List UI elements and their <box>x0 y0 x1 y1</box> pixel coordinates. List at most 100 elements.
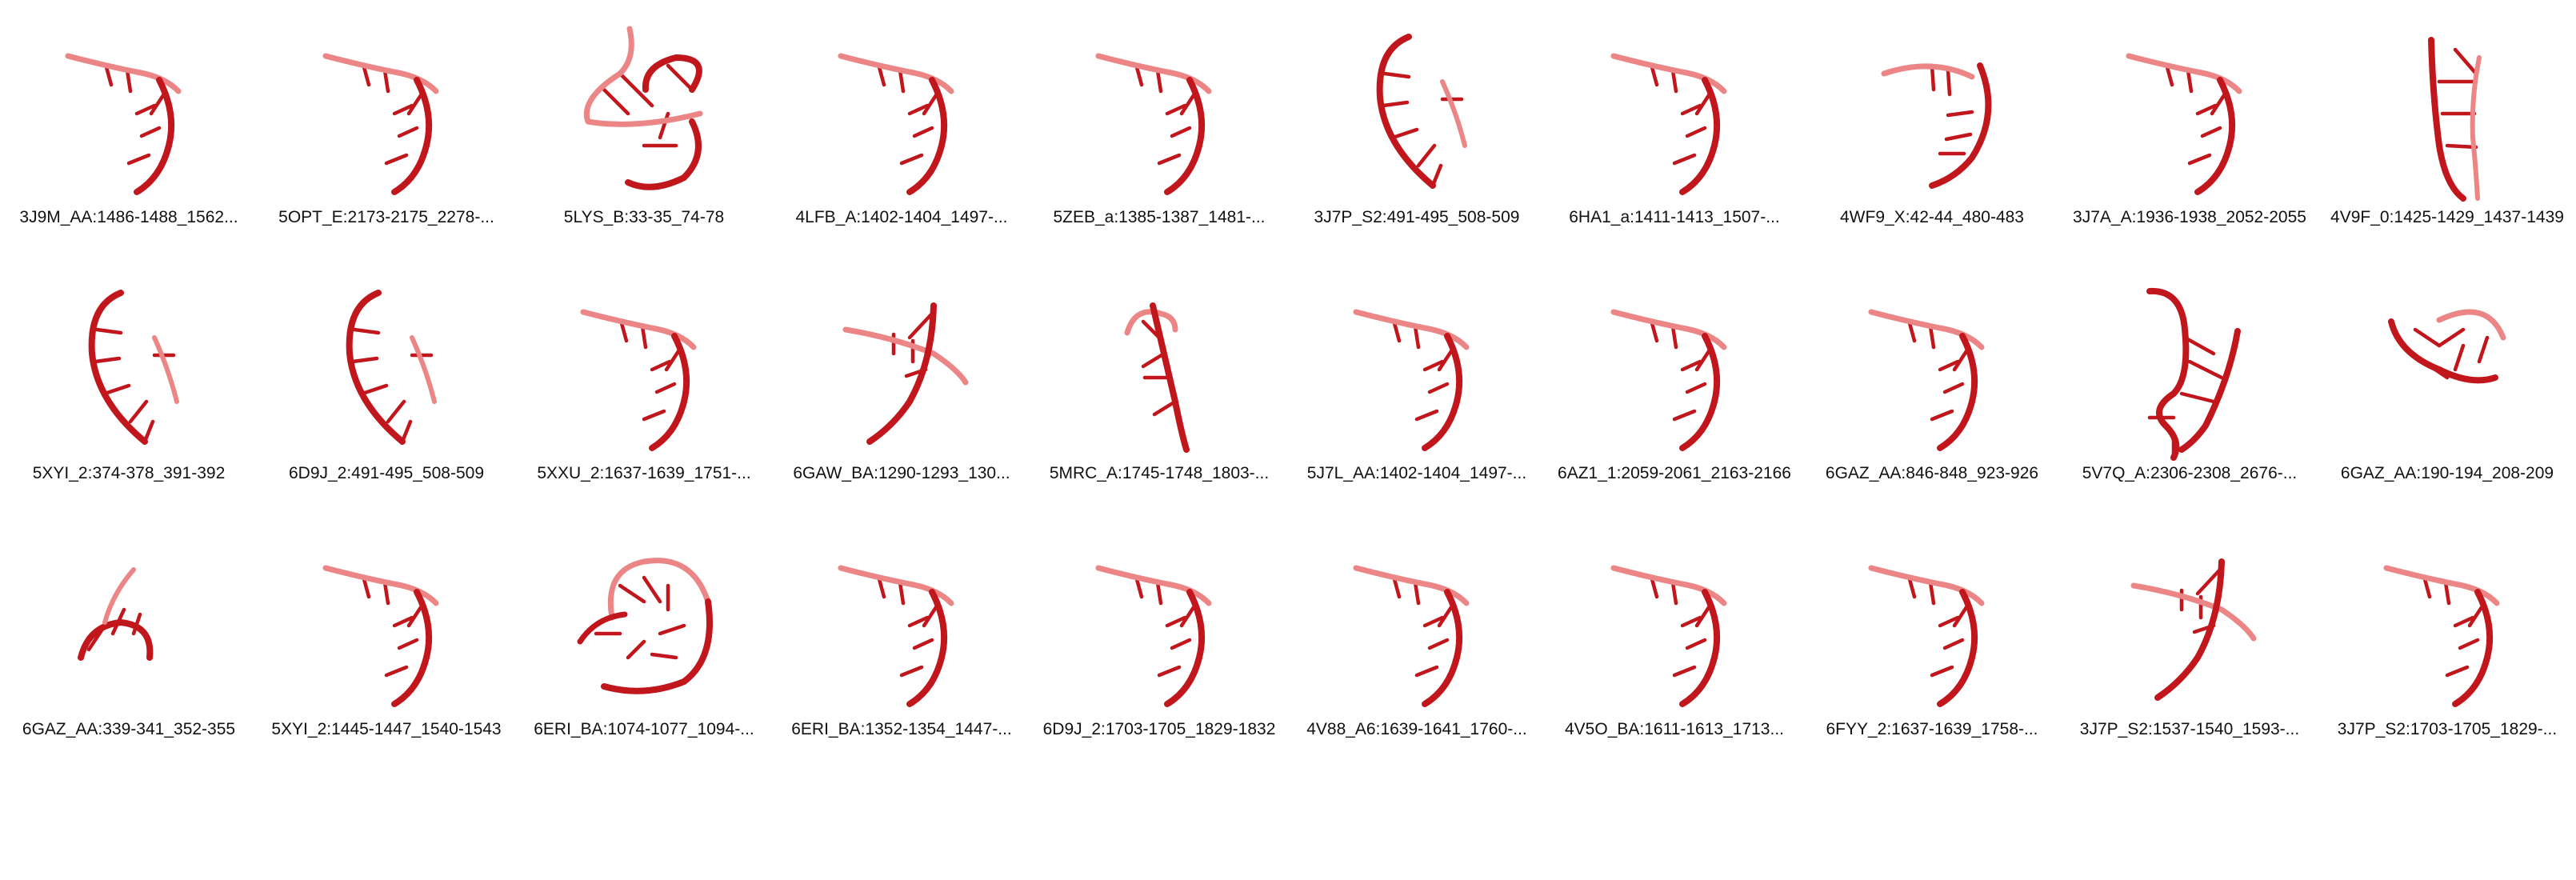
motif-card: 4V9F_0:1425-1429_1437-1439 <box>2318 10 2576 266</box>
rna-motif-3d-structure-icon <box>2383 565 2500 707</box>
backbone-strand <box>2178 328 2241 453</box>
base-pair-stick <box>362 65 371 87</box>
base-pair-stick <box>406 90 425 116</box>
base-pair-stick <box>400 419 413 444</box>
backbone-strand <box>625 118 702 190</box>
base-pair-stick <box>134 103 157 116</box>
backbone-strand <box>1868 309 1985 350</box>
base-pair-stick <box>149 90 167 116</box>
base-pair-stick <box>1170 126 1192 138</box>
base-pair-stick <box>658 623 686 636</box>
motif-label: 4V9F_0:1425-1429_1437-1439 <box>2330 208 2564 226</box>
motif-card: 6D9J_2:1703-1705_1829-1832 <box>1030 522 1288 778</box>
base-pair-stick <box>1694 346 1713 372</box>
backbone-strand <box>78 619 154 661</box>
base-pair-stick <box>2437 327 2466 348</box>
rna-motif-3d-structure-icon <box>838 53 954 195</box>
base-pair-stick <box>1907 577 1917 599</box>
backbone-strand <box>1679 589 1721 707</box>
backbone-strand <box>1881 63 1975 80</box>
motif-label: 6GAZ_AA:190-194_208-209 <box>2340 464 2554 482</box>
rna-motif-3d-structure-icon <box>2130 558 2257 701</box>
rna-motif-3d-structure-icon <box>1095 565 1212 707</box>
base-pair-stick <box>1650 65 1659 87</box>
base-pair-stick <box>664 346 682 372</box>
rna-motif-3d-structure-icon <box>1610 309 1727 451</box>
motif-label: 3J7P_S2:1537-1540_1593-... <box>2079 720 2300 738</box>
rna-motif-3d-structure-icon <box>838 565 954 707</box>
motif-label: 5J7L_AA:1402-1404_1497-... <box>1306 464 1527 482</box>
motif-card: 5XXU_2:1637-1639_1751-... <box>515 266 773 522</box>
backbone-strand <box>2388 318 2498 384</box>
motif-label: 5LYS_B:33-35_74-78 <box>563 208 725 226</box>
base-pair-stick <box>1672 665 1697 678</box>
base-pair-stick <box>1928 324 1936 350</box>
base-pair-stick <box>102 383 131 396</box>
base-pair-stick <box>2186 68 2194 94</box>
base-pair-stick <box>642 409 666 422</box>
backbone-strand <box>2436 309 2506 341</box>
backbone-strand <box>2154 558 2225 701</box>
backbone-strand <box>1376 34 1436 189</box>
base-pair-stick <box>1650 577 1659 599</box>
backbone-strand <box>1150 302 1190 453</box>
base-pair-stick <box>360 383 389 396</box>
base-pair-stick <box>1427 382 1450 394</box>
motif-label: 6HA1_a:1411-1413_1507-... <box>1569 208 1780 226</box>
base-pair-stick <box>1165 615 1187 628</box>
base-pair-stick <box>650 652 678 660</box>
base-pair-stick <box>1155 68 1163 94</box>
base-pair-stick <box>1152 399 1178 417</box>
motif-label: 4V88_A6:1639-1641_1760-... <box>1306 720 1527 738</box>
rna-motif-3d-structure-icon <box>580 309 697 451</box>
motif-label: 3J9M_AA:1486-1488_1562... <box>19 208 238 226</box>
base-pair-stick <box>618 71 654 108</box>
base-pair-stick <box>384 153 409 166</box>
backbone-strand <box>1610 309 1727 350</box>
base-pair-stick <box>1672 153 1697 166</box>
backbone-strand <box>642 54 702 93</box>
base-pair-stick <box>386 399 406 424</box>
rna-motif-3d-structure-icon <box>1353 565 1470 707</box>
rna-motif-3d-structure-icon <box>2146 287 2241 461</box>
rna-motif-3d-structure-icon <box>1610 53 1727 195</box>
base-pair-stick <box>1390 127 1419 140</box>
base-pair-stick <box>2453 343 2466 372</box>
motif-label: 6GAW_BA:1290-1293_130... <box>793 464 1010 482</box>
backbone-strand <box>1868 565 1985 606</box>
base-pair-stick <box>877 577 886 599</box>
base-pair-stick <box>626 639 646 660</box>
base-pair-stick <box>1670 580 1678 606</box>
base-pair-stick <box>1685 638 1707 650</box>
motif-card: 4WF9_X:42-44_480-483 <box>1803 10 2061 266</box>
base-pair-stick <box>1437 346 1455 372</box>
motif-card: 6GAZ_AA:846-848_923-926 <box>1803 266 2061 522</box>
rna-motif-3d-structure-icon <box>583 26 703 190</box>
backbone-strand <box>1353 565 1470 606</box>
base-pair-stick <box>1938 359 1960 372</box>
base-pair-stick <box>392 615 414 628</box>
rna-motif-3d-structure-icon <box>842 302 969 445</box>
motif-card: 3J7P_S2:491-495_508-509 <box>1288 10 1546 266</box>
base-pair-stick <box>898 580 906 606</box>
base-pair-stick <box>1672 409 1697 422</box>
base-pair-stick <box>1680 103 1702 116</box>
rna-motif-3d-structure-icon <box>1095 53 1212 195</box>
rna-motif-3d-structure-icon <box>1868 565 1985 707</box>
motif-card: 5XYI_2:374-378_391-392 <box>0 266 258 522</box>
base-pair-stick <box>1422 359 1445 372</box>
rna-motif-3d-structure-icon <box>1868 309 1985 451</box>
base-pair-stick <box>1930 665 1954 678</box>
base-pair-stick <box>1430 163 1443 188</box>
rna-motif-3d-structure-icon <box>78 567 154 661</box>
motif-card: 6HA1_a:1411-1413_1507-... <box>1546 10 1803 266</box>
motif-card: 5J7L_AA:1402-1404_1497-... <box>1288 266 1546 522</box>
rna-motif-3d-structure-icon <box>2388 309 2506 384</box>
base-pair-stick <box>128 399 149 424</box>
backbone-strand <box>322 565 439 606</box>
base-pair-stick <box>2200 126 2222 138</box>
motif-label: 5XYI_2:374-378_391-392 <box>32 464 226 482</box>
backbone-strand <box>1679 77 1721 195</box>
base-pair-stick <box>619 321 629 343</box>
